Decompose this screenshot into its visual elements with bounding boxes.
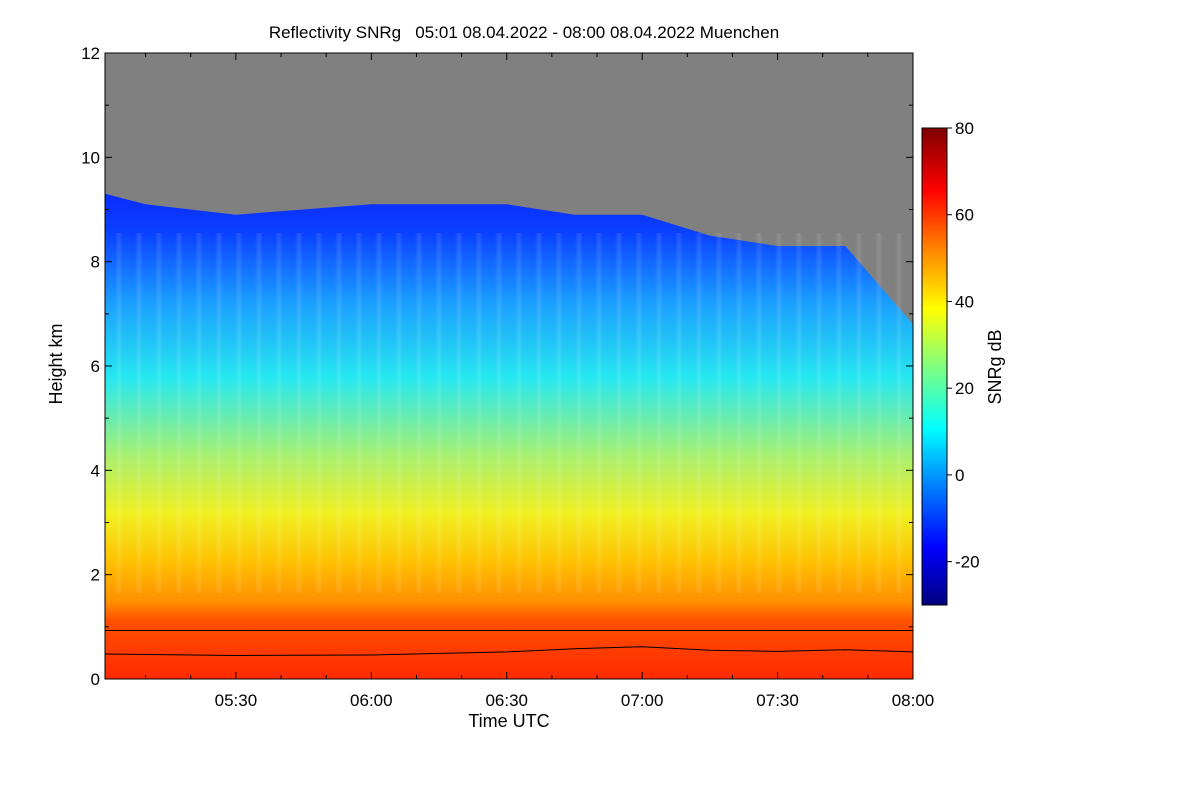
y-tick-label: 0 <box>91 670 100 689</box>
fall-streak <box>415 233 423 593</box>
x-axis: 05:30 06:00 06:30 07:00 07:30 08:00 <box>145 53 935 710</box>
colorbar-tick-label: 80 <box>955 119 974 138</box>
fall-streak <box>595 233 603 593</box>
fall-streak <box>735 233 743 593</box>
fall-streak <box>275 233 283 593</box>
fall-streak <box>495 233 503 593</box>
colorbar-tick-label: -20 <box>955 553 980 572</box>
fall-streak <box>155 233 163 593</box>
x-tick-label: 06:30 <box>485 691 528 710</box>
plot-area <box>105 53 913 679</box>
colorbar-ticks: -20 0 20 40 60 80 <box>947 119 980 572</box>
fall-streak <box>435 233 443 593</box>
fall-streak <box>115 233 123 593</box>
y-axis: 0 2 4 6 8 10 12 <box>81 44 913 689</box>
fall-streak <box>635 233 643 593</box>
colorbar-tick-label: 20 <box>955 379 974 398</box>
fall-streak <box>775 233 783 593</box>
y-tick-label: 12 <box>81 44 100 63</box>
fall-streak <box>815 233 823 593</box>
colorbar-tick-label: 40 <box>955 292 974 311</box>
fall-streak <box>475 233 483 593</box>
x-tick-label: 05:30 <box>215 691 258 710</box>
colorbar-tick-label: 60 <box>955 206 974 225</box>
reflectivity-field <box>105 193 913 679</box>
x-tick-label: 06:00 <box>350 691 393 710</box>
fall-streak <box>575 233 583 593</box>
chart-title: Reflectivity SNRg 05:01 08.04.2022 - 08:… <box>269 23 779 42</box>
colorbar-tick-label: 0 <box>955 466 964 485</box>
y-tick-label: 4 <box>91 461 100 480</box>
x-tick-label: 08:00 <box>892 691 935 710</box>
y-tick-label: 10 <box>81 148 100 167</box>
fall-streak <box>175 233 183 593</box>
fall-streak <box>215 233 223 593</box>
fall-streak <box>535 233 543 593</box>
y-tick-label: 2 <box>91 566 100 585</box>
fall-streak <box>615 233 623 593</box>
y-tick-label: 8 <box>91 253 100 272</box>
fall-streak <box>255 233 263 593</box>
fall-streak <box>335 233 343 593</box>
fall-streak <box>375 233 383 593</box>
colorbar-label: SNRg dB <box>985 329 1005 404</box>
fall-streak <box>675 233 683 593</box>
fall-streak <box>135 233 143 593</box>
boundary-layer-line <box>105 646 913 657</box>
y-tick-label: 6 <box>91 357 100 376</box>
fall-streak <box>395 233 403 593</box>
fall-streak <box>235 233 243 593</box>
x-axis-label: Time UTC <box>468 711 549 731</box>
fall-streak <box>855 233 863 593</box>
fall-streak <box>695 233 703 593</box>
fall-streak <box>875 233 883 593</box>
fall-streak <box>315 233 323 593</box>
fall-streak <box>455 233 463 593</box>
fall-streak <box>195 233 203 593</box>
fall-streak <box>895 233 903 593</box>
fall-streak <box>355 233 363 593</box>
colorbar <box>921 127 948 606</box>
fall-streak <box>295 233 303 593</box>
x-tick-label: 07:00 <box>621 691 664 710</box>
fall-streak <box>795 233 803 593</box>
y-axis-label: Height km <box>46 323 66 404</box>
fall-streak <box>755 233 763 593</box>
fall-streak <box>655 233 663 593</box>
x-tick-label: 07:30 <box>756 691 799 710</box>
fall-streak <box>715 233 723 593</box>
fall-streak <box>555 233 563 593</box>
fall-streak <box>515 233 523 593</box>
fall-streak <box>835 233 843 593</box>
